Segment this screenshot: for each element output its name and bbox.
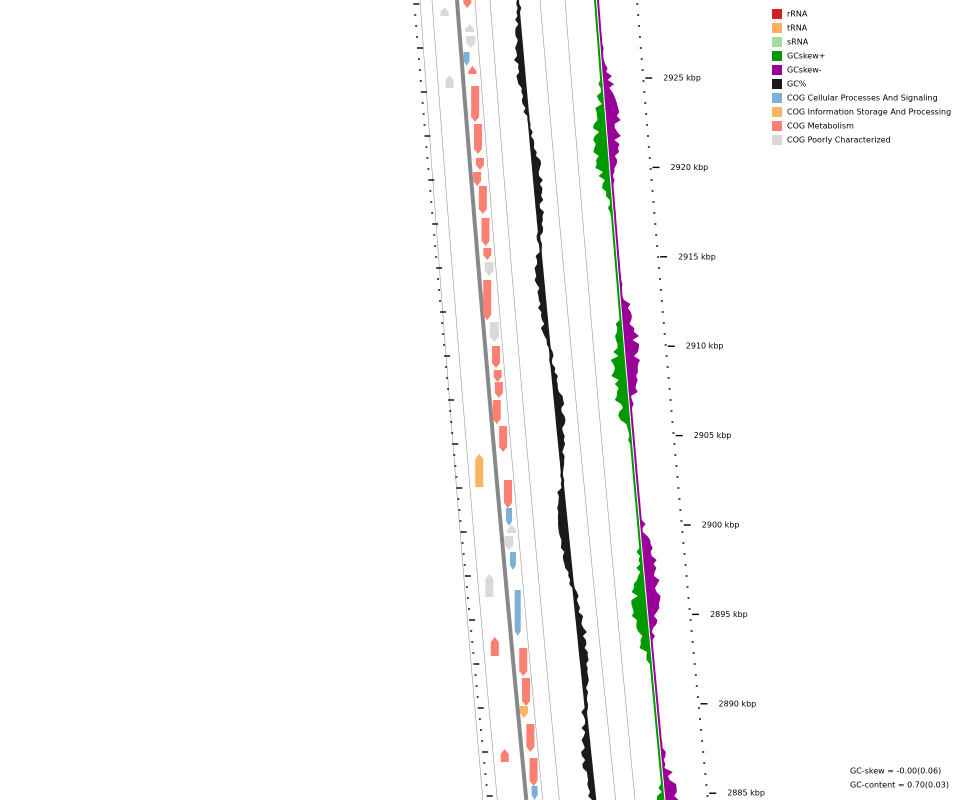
gc-content-stat: GC-content = 0.70(0.03) [850,781,949,790]
ruler-label: 2915 kbp [678,252,716,261]
gc-skew-minus [597,0,679,800]
gene [509,552,516,570]
gene [481,218,490,246]
gene [465,24,475,32]
legend-swatch [772,93,782,103]
gene [489,322,499,342]
legend-swatch [772,9,782,19]
gene [526,724,535,752]
legend-label: rRNA [787,10,808,19]
gene [490,637,499,656]
rings: 2925 kbp 2920 kbp 2915 kbp 2910 kbp 2905 kbp… [413,0,765,800]
gc-skew-plus [592,0,665,800]
legend-label: COG Poorly Characterized [787,136,891,145]
ring-line [539,0,616,800]
gene [475,454,484,487]
gene [473,172,482,186]
gene [506,508,513,526]
gene [483,280,492,320]
gene [503,480,512,508]
legend-swatch [772,121,782,131]
ruler-label: 2905 kbp [694,431,732,440]
gene [473,124,482,154]
gene [529,758,538,786]
ruler-label: 2920 kbp [671,163,709,172]
legend-label: COG Cellular Processes And Signaling [787,94,938,103]
legend-label: COG Metabolism [787,122,854,131]
gene [492,400,501,424]
legend-label: GC% [787,80,807,89]
ring-line [474,0,543,800]
gene [484,262,494,276]
gene [504,536,514,550]
legend-swatch [772,65,782,75]
gene [519,706,528,718]
gene [519,648,528,676]
gene [466,36,476,48]
legend-label: GCskew+ [787,52,825,61]
gene [478,186,487,214]
legend-swatch [772,135,782,145]
gene [471,86,480,122]
gene [483,248,492,260]
gene [463,52,470,66]
legend: rRNA tRNA sRNA GCskew+ GCskew- GC% COG Cellula… [772,9,951,145]
gene [500,749,509,762]
gene [522,678,531,706]
gene [514,590,521,636]
gc-skew-stat: GC-skew = -0.00(0.06) [850,767,941,776]
legend-label: sRNA [787,38,809,47]
backbone [455,0,529,800]
ruler-label: 2910 kbp [686,342,724,351]
legend-swatch [772,79,782,89]
ruler-label: 2895 kbp [710,610,748,619]
ring-line [431,0,498,800]
ruler-label: 2925 kbp [663,74,701,83]
gene [485,574,494,597]
legend-swatch [772,107,782,117]
ring-line [564,0,636,800]
gene [494,382,503,398]
gene [463,0,472,8]
gene [468,66,477,74]
gene [445,75,454,88]
legend-label: COG Information Storage And Processing [787,108,951,117]
gene [440,7,449,16]
features [440,0,538,800]
legend-swatch [772,51,782,61]
gene [492,346,501,368]
legend-swatch [772,37,782,47]
ruler-label: 2900 kbp [702,521,740,530]
gene [499,426,508,452]
gc-content [514,0,597,800]
ruler-label: 2885 kbp [727,789,765,798]
legend-swatch [772,23,782,33]
ring-line [489,0,560,800]
gene [493,370,502,382]
gene [475,158,484,170]
legend-label: GCskew- [787,66,822,75]
gene [507,525,517,533]
ruler-label: 2890 kbp [719,699,757,708]
legend-label: tRNA [787,24,808,33]
gene [531,786,538,800]
